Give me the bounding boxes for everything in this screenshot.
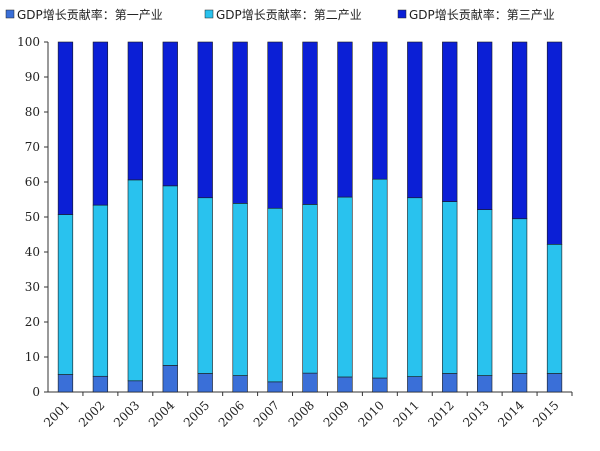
bar-segment-3 (546, 41, 563, 245)
x-tick-label: 2007 (251, 398, 282, 429)
bar-segment-3 (57, 41, 74, 215)
x-tick-label: 2014 (495, 398, 527, 430)
bar-stack (302, 41, 318, 393)
bar-segment-3 (267, 41, 283, 209)
x-tick-label: 2003 (111, 398, 142, 429)
x-tick-label: 2008 (286, 398, 317, 429)
x-tick-label: 2009 (321, 398, 352, 429)
bar-segment-1 (197, 373, 213, 393)
bar-stack (57, 41, 74, 393)
bar-segment-3 (442, 41, 458, 202)
bar-segment-3 (372, 41, 388, 180)
bar-segment-2 (232, 203, 248, 376)
bar-stack (232, 41, 248, 393)
x-tick-label: 2001 (41, 398, 72, 429)
bar-stack (407, 41, 423, 393)
bar-segment-2 (511, 218, 528, 374)
bar-segment-2 (407, 197, 423, 377)
bar-stack (511, 41, 528, 393)
y-tick-label: 100 (17, 35, 40, 49)
bar-segment-1 (92, 375, 109, 393)
bar-segment-3 (232, 41, 248, 204)
x-tick-label: 2015 (530, 398, 561, 429)
legend-item: GDP增长贡献率：第一产业 (5, 7, 163, 22)
legend-label: GDP增长贡献率：第一产业 (17, 7, 163, 22)
bar-segment-2 (197, 197, 213, 374)
x-tick-label: 2012 (425, 398, 456, 429)
bar-segment-2 (162, 185, 178, 366)
bar-stack (127, 41, 143, 393)
bar-segment-1 (302, 372, 318, 393)
bar-segment-1 (511, 373, 528, 393)
bar-segment-1 (442, 373, 458, 393)
bar-segment-1 (57, 374, 74, 393)
bar-segment-1 (127, 380, 143, 393)
y-tick-label: 70 (25, 140, 40, 154)
x-tick-label: 2005 (181, 398, 212, 429)
bar-segment-1 (267, 381, 283, 393)
legend-item: GDP增长贡献率：第二产业 (204, 7, 362, 22)
bar-segment-3 (197, 41, 213, 199)
bar-segment-2 (302, 204, 318, 374)
bar-stack (267, 41, 283, 393)
y-tick-label: 90 (25, 70, 40, 84)
bar-segment-3 (407, 41, 423, 199)
bar-segment-2 (477, 209, 493, 376)
x-tick-label: 2011 (390, 398, 421, 429)
bar-segment-3 (162, 41, 178, 187)
y-tick-label: 30 (25, 280, 40, 294)
y-tick-label: 20 (25, 315, 40, 329)
bar-segment-2 (127, 179, 143, 382)
bar-stack (337, 41, 353, 393)
bar-stack (477, 41, 493, 393)
bar-segment-1 (407, 376, 423, 393)
legend-label: GDP增长贡献率：第二产业 (216, 7, 362, 22)
bar-segment-2 (57, 214, 74, 375)
y-tick-label: 10 (25, 350, 40, 364)
y-tick-label: 80 (25, 105, 40, 119)
x-tick-label: 2006 (216, 398, 247, 429)
bar-segment-3 (511, 41, 528, 220)
bar-segment-1 (232, 375, 248, 393)
legend: GDP增长贡献率：第一产业 GDP增长贡献率：第二产业 GDP增长贡献率：第三产业 (5, 7, 555, 22)
y-tick-label: 50 (25, 210, 40, 224)
bar-stack (197, 41, 213, 393)
x-tick-label: 2010 (355, 398, 386, 429)
bar-segment-2 (267, 207, 283, 383)
legend-item: GDP增长贡献率：第三产业 (397, 7, 555, 22)
bar-segment-1 (372, 377, 388, 393)
y-tick-label: 40 (25, 245, 40, 259)
legend-label: GDP增长贡献率：第三产业 (409, 7, 555, 22)
bar-segment-3 (127, 41, 143, 181)
x-tick-label: 2004 (146, 398, 178, 430)
bar-stack (372, 41, 388, 393)
bar-segment-2 (337, 196, 353, 378)
bar-segment-3 (302, 41, 318, 205)
bar-segment-1 (546, 373, 563, 393)
y-tick-label: 60 (25, 175, 40, 189)
bar-stack (162, 41, 178, 393)
legend-swatch (397, 9, 407, 19)
bar-stack (442, 41, 458, 393)
bar-segment-2 (372, 178, 388, 379)
bar-stack (546, 41, 563, 393)
legend-swatch (5, 9, 15, 19)
bar-segment-1 (162, 365, 178, 393)
bar-segment-2 (546, 244, 563, 374)
bar-segment-1 (337, 376, 353, 393)
bar-stack (92, 41, 109, 393)
y-tick-label: 0 (32, 385, 40, 399)
bar-segment-3 (92, 41, 109, 206)
bar-segment-3 (337, 41, 353, 198)
bar-segment-1 (477, 375, 493, 393)
bar-segment-2 (92, 204, 109, 377)
x-tick-label: 2013 (460, 398, 491, 429)
x-tick-label: 2002 (76, 398, 107, 429)
bar-segment-2 (442, 201, 458, 374)
legend-swatch (204, 9, 214, 19)
bar-segment-3 (477, 41, 493, 210)
bars (57, 41, 563, 393)
